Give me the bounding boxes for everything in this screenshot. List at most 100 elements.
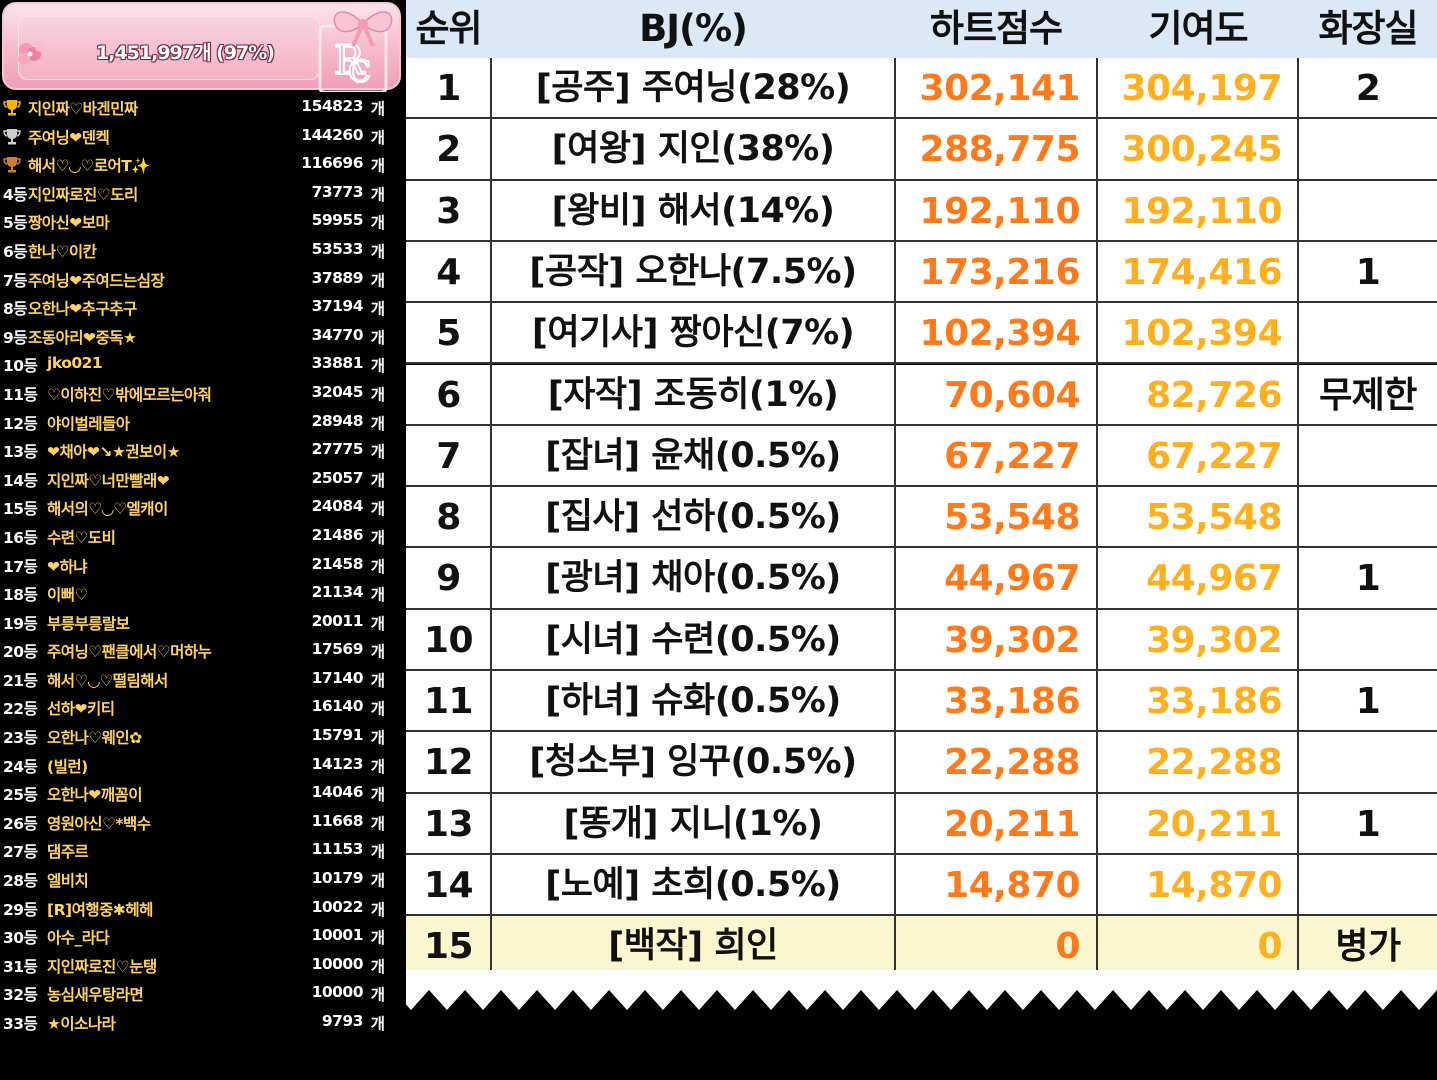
rank-cell: 2: [436, 129, 461, 171]
count-unit: 개: [370, 729, 385, 748]
header-rank: 순위: [415, 7, 482, 50]
rank-label: 31등: [3, 957, 38, 976]
leaderboard-row: 11등 ♡이하진♡밖에모르는아줘 32045 개: [0, 379, 405, 408]
fan-count: 21458: [311, 554, 364, 573]
fan-count: 20011: [311, 611, 364, 630]
rank-label: 15등: [3, 500, 38, 519]
heart-score-cell: 44,967: [944, 558, 1080, 600]
rank-label: 19등: [3, 614, 38, 633]
fan-count: 10000: [311, 954, 364, 973]
rank-label: 30등: [3, 929, 38, 948]
rank-label: 33등: [3, 1015, 38, 1033]
count-unit: 개: [370, 900, 385, 919]
contribution-cell: 14,870: [1146, 864, 1282, 906]
rank-label: 12등: [3, 414, 38, 433]
banner-frame: [18, 16, 320, 80]
fan-name: 엘비치: [47, 872, 89, 891]
trophy-icon: [3, 100, 21, 116]
count-unit: 개: [370, 242, 385, 261]
trophy-icon: [3, 128, 21, 145]
heart-score-cell: 192,110: [919, 190, 1081, 232]
leaderboard-row: 5등 짱아신❤보마 59955 개: [0, 207, 405, 236]
table-row: 7 [잡녀] 윤채(0.5%) 67,227 67,227: [406, 425, 1437, 488]
fan-name: 지인짜♡너만빨래❤: [47, 471, 170, 490]
fan-count: 53533: [311, 239, 364, 258]
count-unit: 개: [370, 300, 385, 319]
fan-name: [R]여행중✱헤헤: [47, 900, 153, 919]
leaderboard-row: 23등 오한나♡웨인✿ 15791 개: [0, 722, 405, 751]
rank-cell: 10: [423, 619, 474, 661]
count-unit: 개: [370, 614, 385, 633]
table-row: 9 [광녀] 채아(0.5%) 44,967 44,967 1: [406, 548, 1437, 610]
flower-icon: [18, 42, 45, 65]
count-unit: 개: [370, 271, 385, 290]
rank-label: 9등: [3, 328, 28, 347]
toilet-cell: [1299, 610, 1437, 671]
contribution-cell: 44,967: [1146, 558, 1282, 600]
leaderboard-row: 31등 지인짜로진♡눈탱 10000 개: [0, 951, 405, 980]
fan-count: 11668: [311, 811, 364, 830]
heart-score-cell: 22,288: [944, 742, 1080, 784]
fan-count: 10001: [311, 926, 364, 945]
rank-label: 25등: [3, 786, 38, 805]
leaderboard-row: 33등 ★이소나라 9793 개: [0, 1008, 405, 1037]
rank-label: 10등: [3, 357, 38, 376]
fan-count: 144260: [301, 125, 363, 144]
leaderboard-row: 주여닝❤덴켁 144260 개: [0, 122, 405, 151]
count-unit: 개: [370, 814, 385, 833]
leaderboard-row: 해서♡◡♡로어T✨ 116696 개: [0, 150, 405, 179]
toilet-cell: 1: [1355, 558, 1381, 600]
fan-name: 지인짜♡바겐민짜: [28, 100, 138, 118]
fan-count: 59955: [311, 211, 364, 230]
count-unit: 개: [370, 214, 385, 233]
fan-name: ❤채아❤↘★권보이★: [47, 443, 181, 462]
bj-cell: [백작] 희인: [608, 926, 778, 967]
table-row: 15 [백작] 희인 0 0 병가: [406, 916, 1437, 978]
fan-count: 24084: [311, 497, 364, 516]
table-row: 5 [여기사] 짱아신(7%) 102,394 102,394: [406, 303, 1437, 365]
rank-label: 29등: [3, 900, 38, 919]
count-unit: 개: [370, 443, 385, 462]
contribution-cell: 53,548: [1146, 497, 1282, 539]
leaderboard-row: 4등 지인짜로진♡도리 73773 개: [0, 179, 405, 208]
leaderboard-row: 28등 엘비치 10179 개: [0, 865, 405, 894]
trophy-icon: [3, 157, 21, 173]
col-divider: [1297, 58, 1299, 978]
count-unit: 개: [370, 986, 385, 1005]
table-row: 13 [똥개] 지니(1%) 20,211 20,211 1: [406, 793, 1437, 855]
fan-count: 9793: [321, 1012, 364, 1030]
table-row: 3 [왕비] 해서(14%) 192,110 192,110: [406, 180, 1437, 242]
table-row: 10 [시녀] 수련(0.5%) 39,302 39,302: [406, 609, 1437, 671]
leaderboard-row: 18등 이뻐♡ 21134 개: [0, 579, 405, 608]
svg-text:R: R: [334, 38, 366, 84]
leaderboard-row: 8등 오한나❤추구추구 37194 개: [0, 293, 405, 322]
rank-label: 32등: [3, 986, 38, 1005]
heart-score-cell: 39,302: [944, 619, 1080, 661]
bj-cell: [광녀] 채아(0.5%): [545, 558, 841, 599]
leaderboard-row: 25등 오한나❤깨꼼이 14046 개: [0, 779, 405, 808]
leaderboard-row: 6등 한나♡이칸 53533 개: [0, 236, 405, 265]
header-bj: BJ(%): [639, 7, 748, 50]
fan-name: 주여닝❤덴켁: [28, 128, 110, 147]
rank-cell: 5: [436, 313, 461, 355]
toilet-cell: [1299, 119, 1437, 180]
fan-name: 해서♡◡♡떨림해서: [47, 671, 168, 690]
heart-score-cell: 20,211: [944, 803, 1080, 845]
contribution-cell: 174,416: [1121, 251, 1283, 293]
leaderboard-row: 29등 [R]여행중✱헤헤 10022 개: [0, 894, 405, 923]
fan-name: 아수_라다: [47, 929, 110, 948]
fan-name: ★이소나라: [47, 1015, 116, 1033]
fan-name: 오한나❤깨꼼이: [47, 786, 143, 805]
fan-count: 116696: [301, 154, 363, 173]
fan-count: 21486: [311, 525, 364, 544]
count-unit: 개: [370, 185, 385, 204]
table-row: 8 [집사] 선하(0.5%) 53,548 53,548: [406, 487, 1437, 549]
rank-label: 6등: [3, 242, 28, 261]
rank-cell: 8: [436, 497, 461, 539]
fan-count: 10000: [311, 983, 364, 1002]
fan-name: 오한나♡웨인✿: [47, 729, 142, 748]
rank-label: 28등: [3, 872, 38, 891]
rank-label: 11등: [3, 385, 38, 404]
header-toilet: 화장실: [1318, 7, 1418, 50]
fan-name: 해서의♡◡♡엘캐이: [47, 500, 168, 519]
